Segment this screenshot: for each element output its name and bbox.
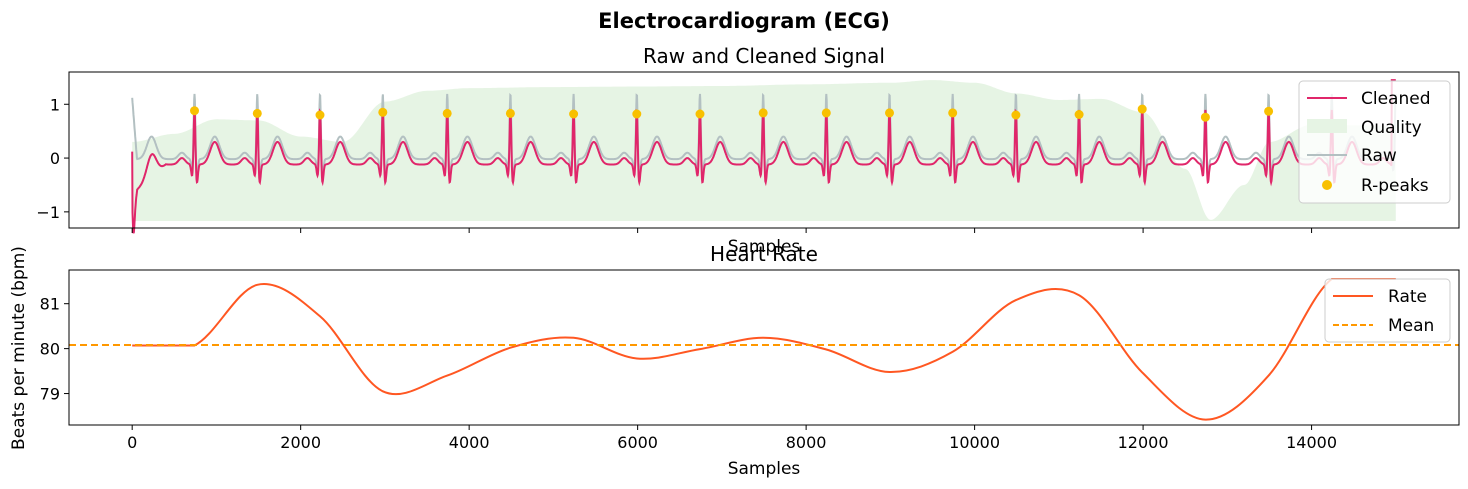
heart-rate-x-ticks: 0 2000 4000 6000 8000 10000 12000 14000: [127, 425, 1337, 452]
legend-mean-label: Mean: [1388, 316, 1434, 336]
heart-rate-x-tick-label: 4000: [449, 433, 490, 452]
heart-rate-plot-area: [69, 278, 1459, 421]
signal-y-tick-label: −1: [36, 203, 60, 222]
r-peak-marker: [1011, 110, 1021, 120]
r-peak-marker: [190, 106, 199, 116]
r-peak-marker: [632, 109, 642, 119]
heart-rate-x-tick-label: 12000: [1118, 433, 1169, 452]
r-peak-marker: [315, 110, 325, 120]
legend-raw-label: Raw: [1361, 146, 1397, 166]
figure-suptitle: Electrocardiogram (ECG): [598, 9, 890, 33]
r-peak-marker: [1264, 106, 1274, 116]
legend-rate-label: Rate: [1388, 287, 1427, 307]
r-peak-marker: [1200, 112, 1210, 122]
r-peak-marker: [1137, 104, 1147, 114]
heart-rate-y-axis-label: Beats per minute (bpm): [9, 246, 29, 450]
heart-rate-x-tick-label: 2000: [280, 433, 321, 452]
r-peak-marker: [1074, 110, 1084, 119]
heart-rate-axes: Heart Rate 79 80 81 0 2000 4000 6000 8000 10000…: [9, 242, 1460, 479]
heart-rate-legend-box: [1324, 278, 1451, 343]
r-peak-marker: [885, 108, 894, 118]
signal-x-axis-label: Samples: [728, 237, 801, 257]
r-peak-marker: [821, 108, 831, 118]
heart-rate-legend: Rate Mean: [1324, 278, 1451, 343]
heart-rate-y-tick-label: 80: [40, 340, 60, 359]
legend-cleaned-label: Cleaned: [1361, 89, 1431, 109]
legend-quality-label: Quality: [1361, 118, 1422, 138]
signal-legend-box: [1298, 80, 1451, 204]
signal-plot-area: [131, 79, 1397, 234]
legend-rpeaks-label: R-peaks: [1361, 176, 1429, 196]
heart-rate-x-tick-label: 0: [127, 433, 137, 452]
heart-rate-x-tick-label: 10000: [949, 433, 1000, 452]
cleaned-signal-line: [131, 79, 1396, 234]
r-peak-marker: [695, 109, 705, 119]
legend-rpeaks-swatch: [1322, 180, 1332, 190]
heart-rate-axes-frame: [68, 269, 1460, 426]
r-peak-marker: [758, 108, 768, 118]
signal-axes: Raw and Cleaned Signal −1 0 1 Samples Clea…: [36, 44, 1460, 257]
legend-quality-swatch: [1307, 119, 1347, 133]
signal-y-tick-label: 0: [50, 149, 60, 168]
heart-rate-y-tick-label: 81: [40, 295, 60, 314]
signal-axes-title: Raw and Cleaned Signal: [643, 44, 885, 68]
heart-rate-line: [132, 278, 1396, 421]
signal-y-ticks: −1 0 1: [36, 95, 69, 222]
heart-rate-x-tick-label: 14000: [1286, 433, 1337, 452]
heart-rate-y-ticks: 79 80 81: [40, 295, 69, 404]
heart-rate-x-tick-label: 8000: [786, 433, 827, 452]
r-peak-marker: [252, 108, 262, 118]
heart-rate-axes-title: Heart Rate: [710, 242, 818, 266]
heart-rate-x-axis-label: Samples: [728, 459, 801, 479]
r-peak-marker: [378, 107, 388, 117]
r-peak-marker: [948, 108, 958, 118]
signal-legend: Cleaned Quality Raw R-peaks: [1298, 80, 1451, 204]
heart-rate-y-tick-label: 79: [40, 385, 60, 404]
r-peak-marker: [442, 108, 452, 118]
heart-rate-x-tick-label: 6000: [617, 433, 658, 452]
r-peak-marker: [505, 108, 515, 118]
signal-y-tick-label: 1: [50, 95, 60, 114]
r-peak-marker: [569, 109, 579, 119]
signal-x-ticks: [131, 228, 1313, 233]
signal-axes-frame: [68, 71, 1460, 229]
